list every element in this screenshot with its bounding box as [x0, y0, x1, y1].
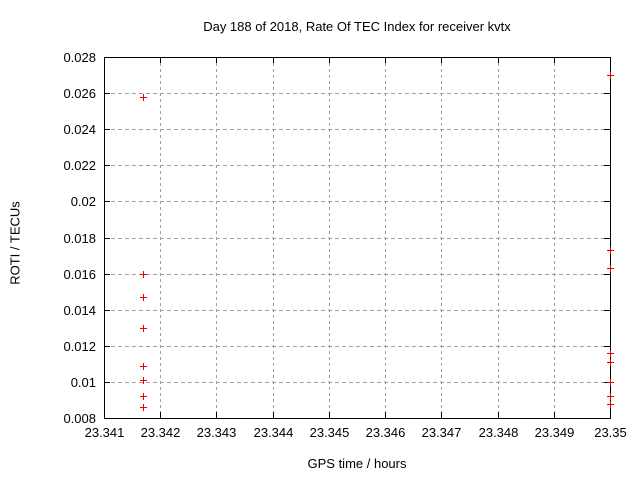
chart-title: Day 188 of 2018, Rate Of TEC Index for r…	[203, 19, 511, 34]
x-tick-label: 23.342	[141, 425, 181, 440]
y-tick-label: 0.012	[63, 339, 96, 354]
y-tick-label: 0.02	[71, 194, 96, 209]
y-tick-label: 0.018	[63, 231, 96, 246]
x-tick-label: 23.346	[366, 425, 406, 440]
y-tick-label: 0.028	[63, 50, 96, 65]
y-tick-label: 0.016	[63, 267, 96, 282]
x-tick-label: 23.347	[422, 425, 462, 440]
x-tick-label: 23.35	[594, 425, 627, 440]
y-tick-label: 0.008	[63, 411, 96, 426]
y-tick-label: 0.014	[63, 303, 96, 318]
y-tick-label: 0.01	[71, 375, 96, 390]
x-tick-label: 23.345	[310, 425, 350, 440]
x-tick-label: 23.348	[479, 425, 519, 440]
y-tick-label: 0.024	[63, 122, 96, 137]
plot-border	[104, 57, 611, 419]
y-tick-label: 0.022	[63, 158, 96, 173]
x-tick-label: 23.341	[85, 425, 125, 440]
x-tick-label: 23.343	[197, 425, 237, 440]
y-tick-label: 0.026	[63, 86, 96, 101]
x-tick-label: 23.349	[535, 425, 575, 440]
x-axis-title: GPS time / hours	[307, 456, 407, 471]
x-tick-label: 23.344	[254, 425, 294, 440]
